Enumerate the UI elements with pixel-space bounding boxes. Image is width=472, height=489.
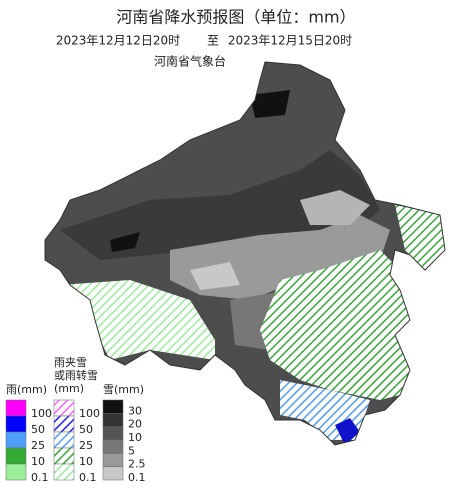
legend: 雨(mm) 雨夹雪 或雨转雪 (mm) 雪(mm) 100 50 25 10 0.1 10… — [5, 356, 146, 484]
legend-label: 25 — [79, 439, 93, 452]
time-from: 2023年12月12日20时 — [56, 34, 180, 48]
legend-label: 10 — [31, 455, 45, 468]
legend-swatch — [102, 466, 124, 481]
agency: 河南省气象台 — [154, 54, 226, 69]
mixed-title: 或雨转雪 — [54, 368, 98, 382]
legend-swatch — [53, 415, 75, 433]
legend-label: 10 — [79, 455, 93, 468]
legend-swatch — [53, 399, 75, 417]
legend-swatch — [102, 453, 124, 467]
legend-label: 100 — [79, 407, 100, 420]
legend-swatch — [5, 415, 27, 433]
rain-title: 雨(mm) — [6, 383, 47, 396]
legend-label: 0.1 — [79, 471, 97, 484]
legend-swatch — [5, 431, 27, 449]
legend-swatch — [102, 399, 124, 414]
legend-label: 2.5 — [128, 458, 146, 471]
legend-label: 10 — [128, 431, 142, 444]
legend-swatch — [53, 431, 75, 449]
legend-swatch — [102, 426, 124, 441]
legend-swatch — [5, 399, 27, 417]
snow-title: 雪(mm) — [103, 383, 144, 396]
legend-label: 5 — [128, 444, 135, 457]
legend-label: 25 — [31, 439, 45, 452]
legend-label: 0.1 — [31, 471, 49, 484]
legend-swatch — [5, 463, 27, 481]
legend-swatch — [53, 447, 75, 465]
legend-swatch — [102, 413, 124, 427]
legend-label: 30 — [128, 404, 142, 417]
legend-label: 50 — [31, 423, 45, 436]
mixed-title: 雨夹雪 — [54, 356, 87, 369]
mixed-title: (mm) — [54, 382, 84, 395]
legend-label: 0.1 — [128, 471, 146, 484]
legend-label: 50 — [79, 423, 93, 436]
title: 河南省降水预报图（单位：mm） — [116, 8, 355, 27]
legend-swatch — [53, 463, 75, 481]
time-to: 2023年12月15日20时 — [228, 34, 352, 48]
time-sep: 至 — [207, 34, 219, 48]
legend-swatch — [5, 447, 27, 465]
legend-label: 20 — [128, 418, 142, 431]
legend-label: 100 — [31, 407, 52, 420]
legend-swatch — [102, 439, 124, 454]
map — [45, 62, 445, 445]
